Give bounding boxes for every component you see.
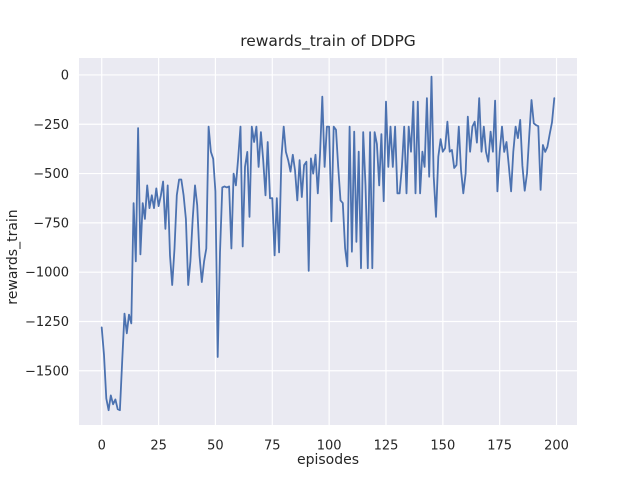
x-tick-label: 0 bbox=[98, 439, 106, 454]
x-tick-label: 75 bbox=[264, 439, 281, 454]
y-tick-label: −750 bbox=[33, 216, 69, 231]
y-tick-label: −250 bbox=[33, 118, 69, 133]
x-tick-label: 25 bbox=[150, 439, 167, 454]
y-tick-label: −1000 bbox=[25, 266, 69, 281]
x-tick-label: 50 bbox=[207, 439, 224, 454]
chart-title: rewards_train of DDPG bbox=[240, 32, 416, 51]
x-tick-label: 100 bbox=[317, 439, 342, 454]
y-tick-label: −500 bbox=[33, 167, 69, 182]
y-tick-label: −1500 bbox=[25, 364, 69, 379]
y-tick-label: −1250 bbox=[25, 315, 69, 330]
x-tick-label: 175 bbox=[487, 439, 512, 454]
x-tick-label: 125 bbox=[374, 439, 399, 454]
x-tick-label: 150 bbox=[430, 439, 455, 454]
y-tick-labels: 0 −250 −500 −750 −1000 −1250 −1500 bbox=[25, 68, 69, 379]
rewards-train-line bbox=[100, 75, 556, 412]
plot-area bbox=[79, 58, 577, 425]
y-axis-label: rewards_train bbox=[5, 209, 21, 304]
x-axis-label: episodes bbox=[297, 452, 359, 468]
x-tick-label: 200 bbox=[544, 439, 569, 454]
y-tick-label: 0 bbox=[61, 68, 69, 83]
x-tick-labels: 0 25 50 75 100 125 150 175 200 bbox=[98, 439, 569, 454]
